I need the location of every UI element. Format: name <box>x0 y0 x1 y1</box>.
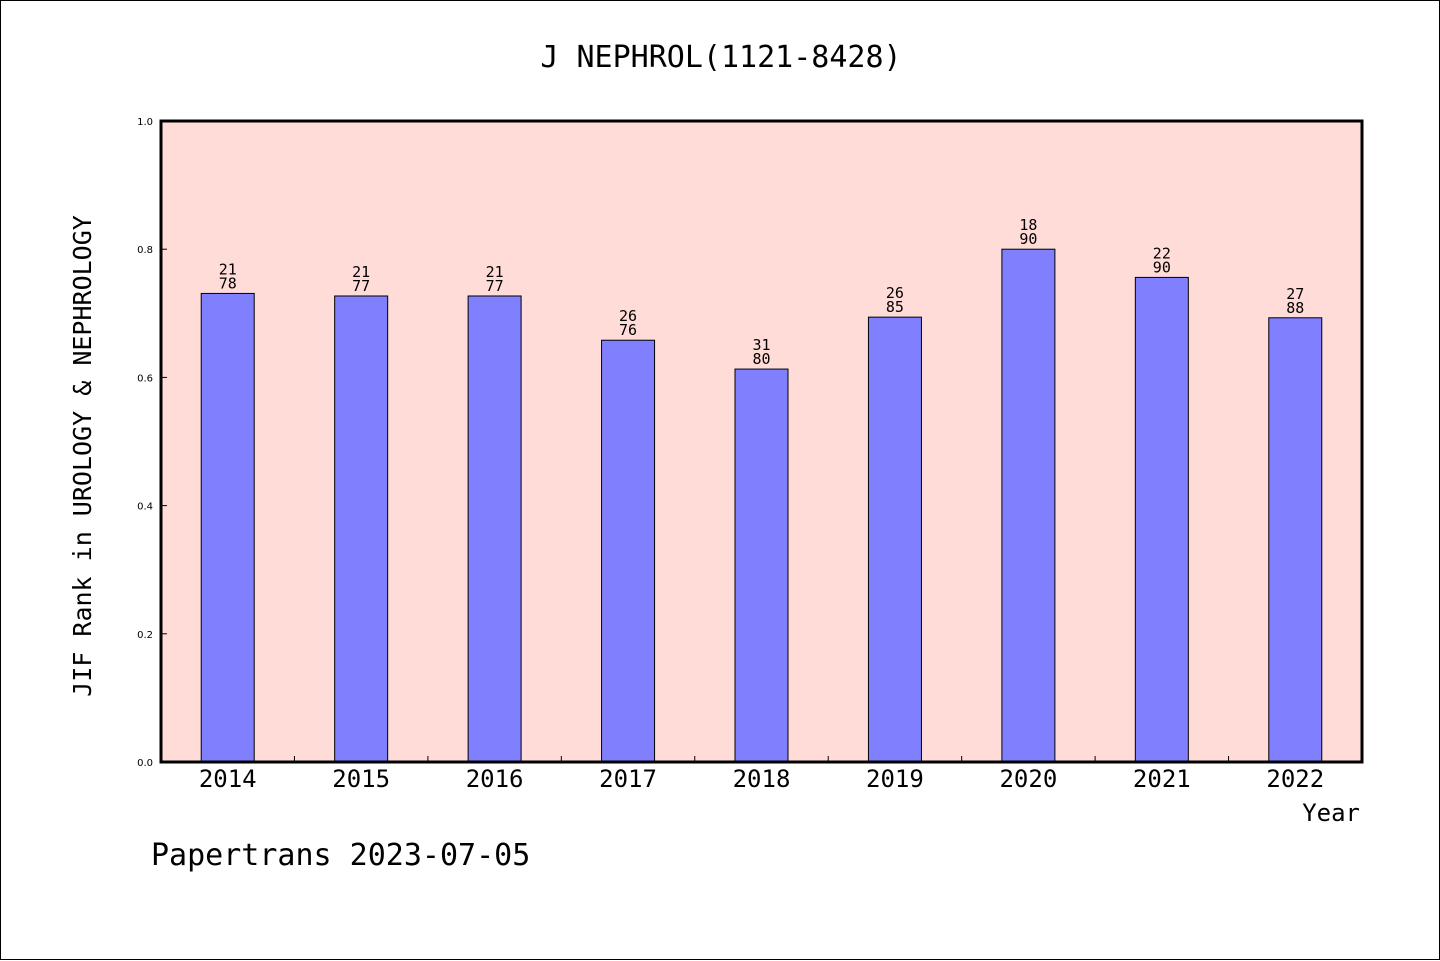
bar-2017 <box>601 339 656 763</box>
bar-rank-label: 22 <box>1153 244 1171 262</box>
bar-rank-label: 21 <box>219 260 237 278</box>
bar-2022 <box>1268 317 1323 763</box>
x-axis-label: Year <box>1302 799 1360 827</box>
footer-text: Papertrans 2023-07-05 <box>151 838 530 873</box>
bar-total-label: 90 <box>1153 258 1171 276</box>
bar-2021 <box>1134 276 1189 763</box>
bar-2019 <box>867 316 922 763</box>
x-tick-label: 2016 <box>466 765 524 793</box>
x-tick-label: 2022 <box>1266 765 1324 793</box>
bar-total-label: 88 <box>1286 299 1304 317</box>
x-tick-label: 2019 <box>866 765 924 793</box>
bar-total-label: 76 <box>619 321 637 339</box>
bar-2020 <box>1001 248 1056 763</box>
bar-2015 <box>334 295 389 763</box>
y-tick-label: 0.6 <box>137 373 153 384</box>
y-axis-label: JIF Rank in UROLOGY & NEPHROLOGY <box>68 215 97 697</box>
plot-border <box>159 119 1364 764</box>
y-tick-label: 0.8 <box>137 245 153 256</box>
chart-title: J NEPHROL(1121-8428) <box>540 40 901 75</box>
y-tick-label: 1.0 <box>137 117 153 128</box>
bar-rank-label: 26 <box>886 284 904 302</box>
bar-2014 <box>200 292 255 763</box>
bar-total-label: 85 <box>886 298 904 316</box>
x-tick-label: 2017 <box>599 765 657 793</box>
y-tick-label: 0.2 <box>137 630 153 641</box>
bar-total-label: 77 <box>486 277 504 295</box>
bar-rank-label: 21 <box>486 263 504 281</box>
x-tick-label: 2015 <box>332 765 390 793</box>
bar-2018 <box>734 368 789 763</box>
y-tick-label: 0.4 <box>137 502 153 513</box>
bar-rank-label: 18 <box>1019 216 1037 234</box>
x-axis: 2014 2015 2016 2017 2018 2019 2020 2021 2022 <box>199 756 1324 793</box>
bar-total-label: 77 <box>352 277 370 295</box>
x-tick-label: 2018 <box>733 765 791 793</box>
bar-rank-label: 26 <box>619 307 637 325</box>
bar-total-label: 90 <box>1019 230 1037 248</box>
bar-total-label: 80 <box>752 350 770 368</box>
x-tick-label: 2014 <box>199 765 257 793</box>
bar-rank-label: 21 <box>352 263 370 281</box>
x-tick-label: 2020 <box>999 765 1057 793</box>
bar-rank-label: 31 <box>752 336 770 354</box>
bar-rank-label: 27 <box>1286 285 1304 303</box>
y-tick-label: 0.0 <box>137 758 153 769</box>
bar-2016 <box>467 295 522 763</box>
bar-total-label: 78 <box>219 274 237 292</box>
x-tick-label: 2021 <box>1133 765 1191 793</box>
